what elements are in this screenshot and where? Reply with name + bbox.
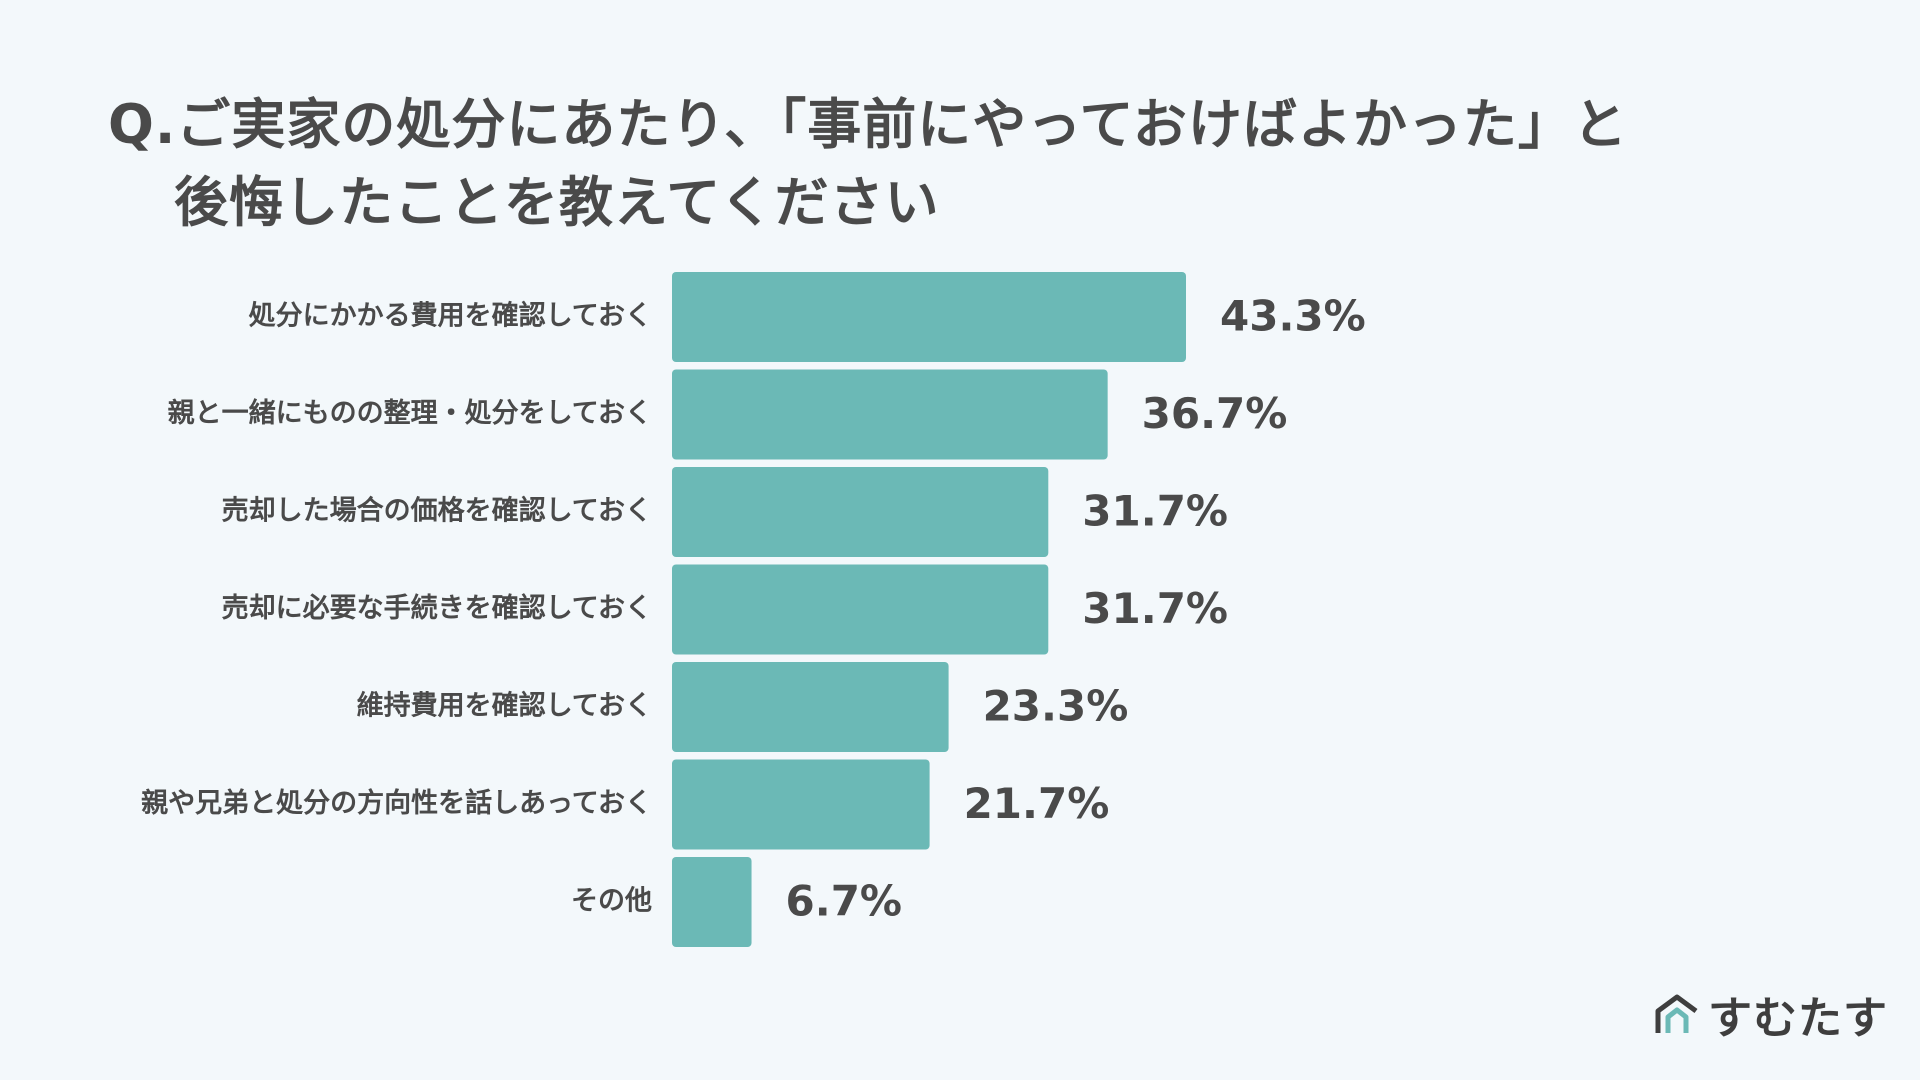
house-logo-icon [1655,994,1698,1033]
value-label: 36.7% [1142,389,1288,438]
category-label: 売却に必要な手続きを確認しておく [222,592,652,624]
title-line-1: Q.ご実家の処分にあたり、「事前にやっておけばよかった」と [108,93,1628,156]
category-label: 処分にかかる費用を確認しておく [249,300,652,332]
title-line-2: 後悔したことを教えてください [174,171,940,234]
category-label: その他 [571,886,652,917]
bar [672,759,930,850]
value-label: 43.3% [1220,292,1366,341]
bar [672,272,1186,362]
value-label: 31.7% [1082,584,1228,633]
logo-text: すむたす [1708,993,1888,1044]
category-label: 親と一緒にものの整理・処分をしておく [168,397,652,429]
category-label: 売却した場合の価格を確認しておく [222,495,652,527]
bar [672,857,752,947]
bar [672,369,1108,460]
value-label: 21.7% [964,779,1110,828]
bar [672,467,1049,557]
bar [672,662,949,752]
brand-logo: すむたす [1654,984,1888,1044]
category-label: 親や兄弟と処分の方向性を話しあっておく [141,787,652,819]
bar [672,564,1049,655]
value-label: 31.7% [1082,487,1228,536]
value-label: 6.7% [786,877,902,926]
category-label: 維持費用を確認しておく [357,690,652,722]
chart-title: Q.ご実家の処分にあたり、「事前にやっておけばよかった」と 後悔したことを教えて… [108,86,1708,242]
value-label: 23.3% [983,682,1129,731]
